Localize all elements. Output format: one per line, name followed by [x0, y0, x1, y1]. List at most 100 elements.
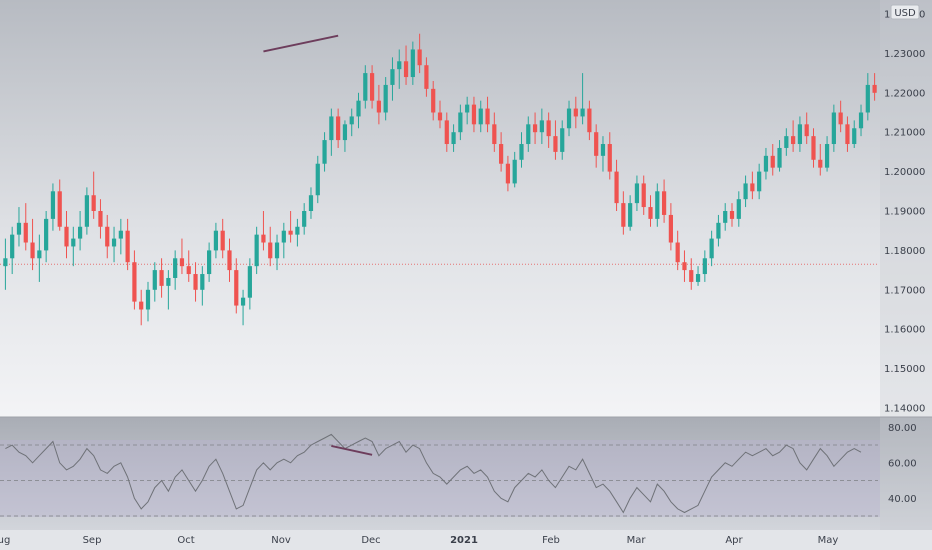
candle-body [750, 183, 755, 192]
candle [797, 116, 803, 152]
candle [628, 195, 633, 231]
price-tick-label: 1.17000 [884, 285, 925, 296]
candle [50, 183, 56, 231]
candle [159, 258, 164, 298]
candle [424, 57, 429, 97]
candle [451, 124, 456, 152]
candle-body [98, 211, 103, 227]
indicator-pane-background [0, 417, 932, 530]
indicator-tick-label: 80.00 [888, 423, 917, 434]
candle [342, 120, 348, 152]
candle-body [845, 124, 850, 145]
candle-body [723, 211, 728, 223]
candle-body [77, 226, 83, 239]
candle-body [200, 274, 205, 290]
candle-body [295, 226, 300, 235]
candle-body [383, 84, 388, 113]
candle-body [471, 104, 477, 125]
indicator-tick-label: 60.00 [888, 458, 917, 469]
candle [98, 199, 103, 239]
time-axis-label: Dec [361, 535, 380, 546]
candle [227, 238, 232, 282]
candle-body [288, 230, 293, 235]
time-axis-label: Apr [725, 535, 743, 546]
candle-body [661, 191, 667, 215]
candle [519, 132, 524, 168]
candle-body [451, 132, 456, 145]
candle [587, 100, 592, 141]
candle-body [390, 69, 395, 85]
candle-body [546, 120, 551, 137]
candle [77, 211, 83, 251]
candle-body [159, 270, 164, 286]
candle [173, 250, 178, 290]
candle [10, 226, 15, 275]
candle [838, 100, 843, 133]
candle [661, 179, 667, 223]
candle-body [179, 258, 185, 267]
candle [580, 73, 585, 125]
candle-body [784, 136, 789, 148]
candle-body [770, 155, 775, 168]
price-tick-label: 1.19000 [884, 207, 925, 218]
currency-badge[interactable]: USD [890, 4, 920, 20]
candle-body [111, 238, 117, 247]
price-scale-background [880, 0, 932, 530]
candle [668, 203, 673, 251]
candle-body [757, 171, 762, 192]
candle-body [193, 274, 198, 290]
candle [410, 41, 415, 85]
candle [417, 33, 422, 74]
candle-body [478, 108, 483, 125]
candle [363, 65, 368, 109]
indicator-line-group [5, 433, 862, 514]
candle-body [145, 289, 151, 310]
candle-body [132, 262, 137, 302]
time-axis-label: Oct [177, 535, 194, 546]
candle [539, 108, 544, 145]
candle [852, 120, 857, 148]
candle [397, 49, 402, 89]
candle [213, 222, 219, 259]
candle-body [207, 250, 212, 275]
candle-body [668, 214, 673, 243]
candle [478, 100, 483, 133]
candle-body [539, 120, 544, 133]
candle-body [716, 222, 721, 239]
candle-body [274, 242, 280, 259]
candle-body [91, 195, 96, 211]
candle [281, 222, 286, 259]
candle [648, 195, 653, 227]
candle-body [417, 49, 422, 66]
candle-body [818, 159, 823, 168]
candle-body [247, 266, 252, 298]
price-tick-label: 1.18000 [884, 246, 925, 257]
candle-body [804, 124, 809, 137]
candle [621, 191, 626, 235]
indicator-axis-ticks: 80.00 60.00 40.00 [888, 423, 917, 505]
candle-body [57, 191, 62, 227]
candle-body [3, 258, 8, 267]
candle-body [560, 128, 565, 152]
candle-body [566, 108, 572, 129]
candle [716, 214, 721, 247]
candle [777, 140, 782, 172]
candle-body [526, 124, 531, 145]
candle [322, 132, 327, 172]
candle [682, 250, 687, 282]
candle-body [30, 242, 35, 259]
candle-body [791, 136, 796, 145]
candle-body [220, 230, 225, 251]
candle-body [363, 73, 368, 101]
candle-body [614, 171, 619, 204]
candle [132, 250, 137, 310]
candle [546, 112, 551, 148]
candle-body [532, 124, 538, 133]
price-tick-label: 1.23000 [884, 49, 925, 60]
price-trendline[interactable] [263, 34, 339, 53]
indicator-trendline[interactable] [331, 444, 373, 456]
candle [573, 96, 578, 129]
candle [403, 45, 409, 85]
candle-body [261, 234, 266, 243]
candle [431, 80, 436, 121]
